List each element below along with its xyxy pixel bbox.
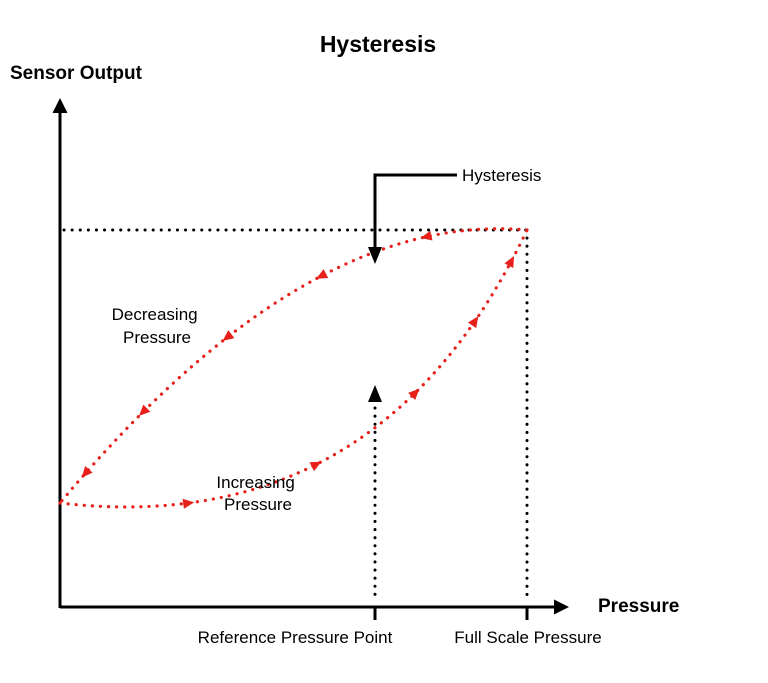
decreasing-arrow-1 xyxy=(420,230,433,241)
hysteresis-callout-line xyxy=(373,173,457,248)
hysteresis-label: Hysteresis xyxy=(462,166,541,185)
decreasing-arrow-2 xyxy=(316,269,329,279)
increasing-arrow-2 xyxy=(309,461,322,472)
increasing-label-line-1: Increasing xyxy=(216,473,294,492)
decreasing-arrow-5 xyxy=(81,466,93,478)
increasing-arrow-3 xyxy=(408,388,420,400)
full-scale-pressure-label: Full Scale Pressure xyxy=(454,628,601,647)
curve-direction-arrows xyxy=(81,230,515,509)
y-axis-label: Sensor Output xyxy=(10,63,143,84)
decreasing-label-line-1: Decreasing xyxy=(112,305,198,324)
decreasing-arrow-4 xyxy=(139,404,151,416)
increasing-arrow-5 xyxy=(504,256,515,269)
increasing-pressure-label: Increasing Pressure xyxy=(216,473,299,514)
decreasing-pressure-curve xyxy=(58,227,529,505)
decreasing-pressure-label: Decreasing Pressure xyxy=(112,305,203,347)
increasing-label-line-2: Pressure xyxy=(224,495,292,514)
x-axis-label: Pressure xyxy=(598,596,679,617)
diagram-title: Hysteresis xyxy=(320,31,436,57)
hysteresis-up-arrowhead xyxy=(368,385,382,402)
decreasing-arrow-3 xyxy=(222,330,235,341)
decreasing-label-line-2: Pressure xyxy=(123,328,191,347)
increasing-arrow-1 xyxy=(182,498,195,509)
increasing-arrow-4 xyxy=(467,316,479,329)
increasing-pressure-curve xyxy=(58,228,529,509)
hysteresis-down-arrowhead xyxy=(368,247,382,264)
reference-pressure-label: Reference Pressure Point xyxy=(198,628,393,647)
